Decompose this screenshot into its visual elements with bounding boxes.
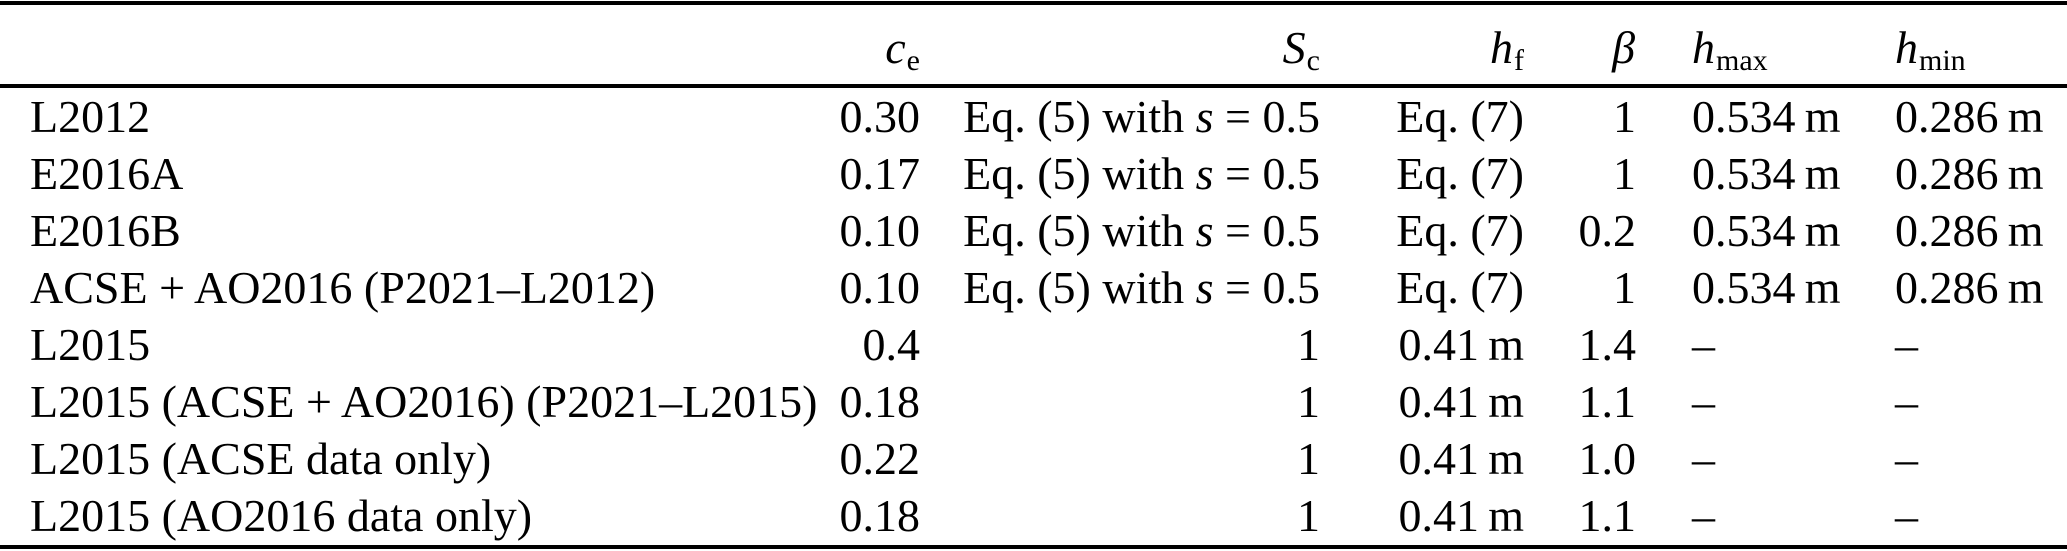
- cell-ce: 0.22: [839, 432, 921, 484]
- row-label: L2015 (AO2016 data only): [30, 489, 533, 541]
- cell-hmax: –: [1692, 489, 1715, 541]
- cell-sc: 1: [1297, 432, 1320, 484]
- cell-hmin: –: [1895, 489, 1918, 541]
- cell-sc: 1: [1297, 318, 1320, 370]
- table-row: E2016A 0.17 Eq. (5) with s = 0.5 Eq. (7)…: [0, 145, 2067, 202]
- cell-beta: 1: [1613, 147, 1636, 199]
- cell-hmax: 0.534 m: [1692, 90, 1841, 142]
- cell-hmin: 0.286 m: [1895, 204, 2044, 256]
- table-row: ACSE + AO2016 (P2021–L2012) 0.10 Eq. (5)…: [0, 259, 2067, 316]
- col-header-label: [0, 0, 830, 88]
- col-header-hmax: hmax: [1692, 22, 1768, 77]
- cell-hmin: –: [1895, 375, 1918, 427]
- row-label: L2012: [30, 90, 151, 142]
- table-top-rule: [0, 1, 2067, 5]
- cell-ce: 0.18: [839, 489, 921, 541]
- row-label: L2015: [30, 318, 151, 370]
- col-header-ce: ce: [885, 22, 920, 77]
- cell-hf: Eq. (7): [1396, 147, 1524, 199]
- cell-hmin: 0.286 m: [1895, 261, 2044, 313]
- cell-hf: 0.41 m: [1398, 318, 1525, 370]
- cell-ce: 0.4: [862, 318, 921, 370]
- cell-sc: Eq. (5) with s = 0.5: [963, 90, 1320, 142]
- table-row: E2016B 0.10 Eq. (5) with s = 0.5 Eq. (7)…: [0, 202, 2067, 259]
- table-row: L2015 0.4 1 0.41 m 1.4 – –: [0, 316, 2067, 373]
- row-label: L2015 (ACSE data only): [30, 432, 492, 484]
- cell-ce: 0.18: [839, 375, 921, 427]
- col-header-hf: hf: [1490, 22, 1524, 77]
- cell-beta: 1.4: [1578, 318, 1637, 370]
- cell-beta: 1: [1613, 90, 1636, 142]
- cell-hmin: 0.286 m: [1895, 90, 2044, 142]
- table-row: L2015 (AO2016 data only) 0.18 1 0.41 m 1…: [0, 487, 2067, 544]
- cell-hf: 0.41 m: [1398, 375, 1525, 427]
- row-label: E2016B: [30, 204, 181, 256]
- cell-hmax: 0.534 m: [1692, 147, 1841, 199]
- cell-beta: 1.1: [1578, 375, 1637, 427]
- cell-sc: Eq. (5) with s = 0.5: [963, 147, 1320, 199]
- cell-sc: Eq. (5) with s = 0.5: [963, 261, 1320, 313]
- cell-hmin: –: [1895, 432, 1918, 484]
- table-row: L2015 (ACSE + AO2016) (P2021–L2015) 0.18…: [0, 373, 2067, 430]
- cell-hf: Eq. (7): [1396, 204, 1524, 256]
- cell-hmin: 0.286 m: [1895, 147, 2044, 199]
- cell-ce: 0.30: [839, 90, 921, 142]
- cell-ce: 0.10: [839, 261, 921, 313]
- row-label: E2016A: [30, 147, 184, 199]
- table-header-rule: [0, 84, 2067, 88]
- cell-beta: 0.2: [1578, 204, 1637, 256]
- row-label: L2015 (ACSE + AO2016) (P2021–L2015): [30, 375, 818, 427]
- cell-hf: Eq. (7): [1396, 90, 1524, 142]
- col-header-hmin: hmin: [1895, 22, 1966, 77]
- cell-sc: 1: [1297, 489, 1320, 541]
- cell-ce: 0.10: [839, 204, 921, 256]
- table-row: L2015 (ACSE data only) 0.22 1 0.41 m 1.0…: [0, 430, 2067, 487]
- cell-sc: 1: [1297, 375, 1320, 427]
- cell-hmax: –: [1692, 375, 1715, 427]
- cell-hmax: 0.534 m: [1692, 261, 1841, 313]
- row-label: ACSE + AO2016 (P2021–L2012): [30, 261, 656, 313]
- table-row: L2012 0.30 Eq. (5) with s = 0.5 Eq. (7) …: [0, 88, 2067, 145]
- cell-sc: Eq. (5) with s = 0.5: [963, 204, 1320, 256]
- cell-hmax: –: [1692, 318, 1715, 370]
- cell-hf: Eq. (7): [1396, 261, 1524, 313]
- header-row: ce Sc hf β hmax hmin: [0, 0, 2067, 88]
- cell-beta: 1: [1613, 261, 1636, 313]
- cell-ce: 0.17: [839, 147, 921, 199]
- cell-hf: 0.41 m: [1398, 489, 1525, 541]
- col-header-sc: Sc: [1282, 22, 1320, 77]
- col-header-beta: β: [1612, 22, 1635, 73]
- table-bottom-rule: [0, 545, 2067, 549]
- cell-hmax: –: [1692, 432, 1715, 484]
- cell-hf: 0.41 m: [1398, 432, 1525, 484]
- cell-hmin: –: [1895, 318, 1918, 370]
- cell-hmax: 0.534 m: [1692, 204, 1841, 256]
- cell-beta: 1.0: [1578, 432, 1637, 484]
- cell-beta: 1.1: [1578, 489, 1637, 541]
